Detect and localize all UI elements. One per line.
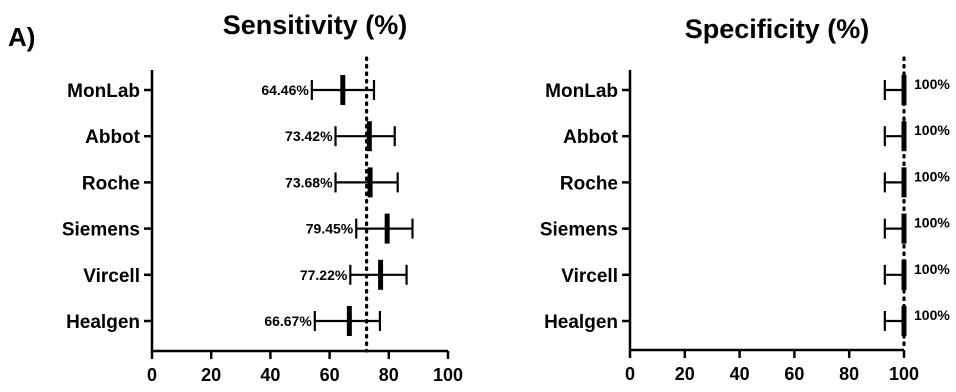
x-tick-label: 100 (433, 365, 463, 385)
x-tick-label: 20 (675, 364, 695, 384)
category-label: MonLab (545, 81, 618, 102)
panel-label: A) (8, 22, 35, 52)
value-label: 100% (914, 261, 950, 277)
x-tick-label: 20 (201, 365, 221, 385)
x-tick-label: 40 (730, 364, 750, 384)
value-label: 73.68% (285, 174, 333, 190)
chart-title: Specificity (%) (685, 14, 870, 44)
x-tick-label: 100 (889, 364, 919, 384)
x-tick-label: 80 (379, 365, 399, 385)
category-label: Siemens (540, 220, 618, 241)
category-label: Healgen (66, 312, 140, 333)
specificity-panel: Specificity (%) 0 20 40 60 80 100 MonLab 100% Abb… (540, 14, 951, 384)
x-tick-label: 60 (320, 365, 340, 385)
x-tick-label: 40 (260, 365, 280, 385)
value-label: 100% (914, 76, 950, 92)
value-label: 73.42% (285, 128, 333, 144)
category-label: Roche (82, 173, 140, 194)
value-label: 100% (914, 307, 950, 323)
chart-title: Sensitivity (%) (223, 10, 408, 40)
value-label: 64.46% (261, 82, 309, 98)
x-tick-label: 0 (147, 365, 157, 385)
category-label: Vircell (561, 266, 618, 287)
category-label: Abbot (563, 127, 619, 148)
category-label: Abbot (85, 127, 141, 148)
sensitivity-panel: Sensitivity (%) 0 20 40 60 80 100 MonLab 64.46% A… (62, 10, 463, 385)
category-label: Vircell (83, 266, 140, 287)
x-tick-label: 60 (784, 364, 804, 384)
value-label: 79.45% (306, 221, 354, 237)
value-label: 66.67% (264, 313, 312, 329)
value-label: 100% (914, 215, 950, 231)
value-label: 100% (914, 168, 950, 184)
category-label: Healgen (544, 312, 618, 333)
category-label: MonLab (67, 81, 140, 102)
value-label: 77.22% (300, 267, 348, 283)
x-tick-label: 0 (625, 364, 635, 384)
value-label: 100% (914, 122, 950, 138)
x-tick-label: 80 (839, 364, 859, 384)
category-label: Siemens (62, 220, 140, 241)
category-label: Roche (560, 173, 618, 194)
